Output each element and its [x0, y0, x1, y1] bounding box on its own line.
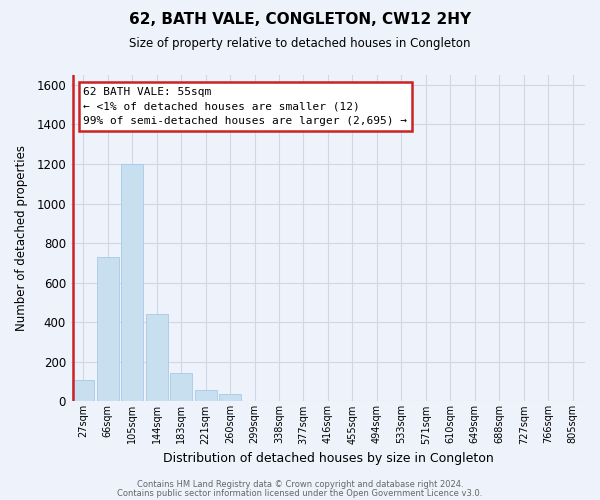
Bar — [72, 380, 94, 402]
Bar — [146, 314, 167, 402]
Bar — [219, 394, 241, 402]
Bar — [97, 257, 119, 402]
Text: Contains HM Land Registry data © Crown copyright and database right 2024.: Contains HM Land Registry data © Crown c… — [137, 480, 463, 489]
X-axis label: Distribution of detached houses by size in Congleton: Distribution of detached houses by size … — [163, 452, 493, 465]
Bar — [194, 390, 217, 402]
Y-axis label: Number of detached properties: Number of detached properties — [15, 145, 28, 331]
Text: 62 BATH VALE: 55sqm
← <1% of detached houses are smaller (12)
99% of semi-detach: 62 BATH VALE: 55sqm ← <1% of detached ho… — [83, 87, 407, 126]
Bar — [170, 372, 192, 402]
Text: Size of property relative to detached houses in Congleton: Size of property relative to detached ho… — [129, 38, 471, 51]
Bar — [121, 164, 143, 402]
Text: 62, BATH VALE, CONGLETON, CW12 2HY: 62, BATH VALE, CONGLETON, CW12 2HY — [129, 12, 471, 28]
Text: Contains public sector information licensed under the Open Government Licence v3: Contains public sector information licen… — [118, 488, 482, 498]
